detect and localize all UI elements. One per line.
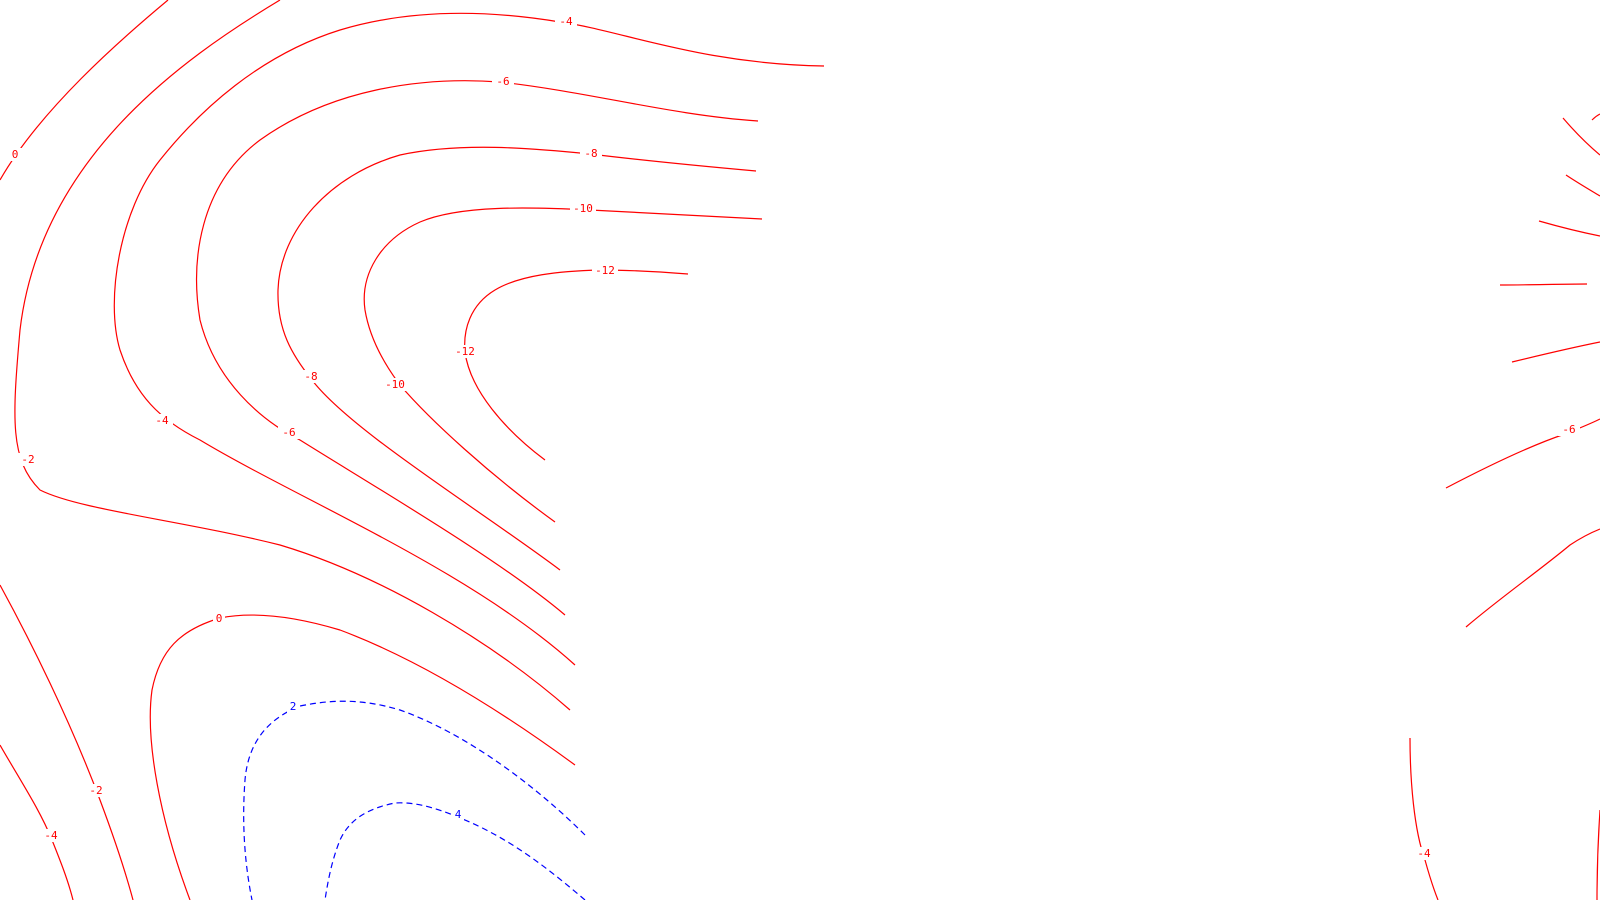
contour-label-2: 2 bbox=[290, 700, 297, 713]
contour-label-4: 4 bbox=[455, 808, 462, 821]
contour-line-minus6-top bbox=[196, 80, 759, 616]
contour-line-right-6 bbox=[1511, 341, 1600, 363]
contour-label-minus6: -6 bbox=[496, 75, 509, 88]
contour-label-minus8: -8 bbox=[584, 147, 597, 160]
contour-line-2 bbox=[243, 700, 586, 900]
contour-label-minus6: -6 bbox=[1562, 423, 1575, 436]
contour-label-minus4: -4 bbox=[1417, 847, 1431, 860]
contour-line-right-5 bbox=[1499, 283, 1588, 286]
contour-line-right-1 bbox=[1591, 113, 1600, 121]
contour-label-minus12: -12 bbox=[595, 264, 615, 277]
contour-line-minus10-top bbox=[363, 207, 763, 523]
contour-line-right-8 bbox=[1596, 809, 1600, 900]
contour-line-0-top bbox=[0, 0, 169, 181]
contour-label-minus4: -4 bbox=[155, 414, 169, 427]
contour-label-0: 0 bbox=[12, 148, 19, 161]
contour-label-0: 0 bbox=[216, 612, 223, 625]
contour-line-4 bbox=[324, 802, 586, 900]
contour-label-minus4: -4 bbox=[44, 829, 58, 842]
contour-label-minus10: -10 bbox=[385, 378, 405, 391]
contour-label-minus2: -2 bbox=[89, 784, 102, 797]
contour-line-right-2 bbox=[1562, 117, 1600, 156]
contour-line-minus2-lower bbox=[0, 584, 134, 900]
contour-line-right-4 bbox=[1538, 220, 1600, 237]
contour-label-minus8: -8 bbox=[304, 370, 317, 383]
contour-line-minus12-top bbox=[464, 269, 689, 461]
contour-line-right-minus4 bbox=[1409, 737, 1439, 900]
contour-line-right-7 bbox=[1465, 528, 1600, 628]
contour-line-0-lower bbox=[149, 614, 576, 900]
contour-label-minus12: -12 bbox=[455, 345, 475, 358]
contour-label-minus10: -10 bbox=[573, 202, 593, 215]
contour-label-minus6: -6 bbox=[282, 426, 295, 439]
contour-label-minus2: -2 bbox=[21, 453, 34, 466]
contour-label-minus4: -4 bbox=[559, 15, 573, 28]
contour-line-right-3 bbox=[1565, 174, 1600, 197]
contour-line-minus4-lower bbox=[0, 744, 74, 900]
contour-line-minus4-top bbox=[113, 12, 825, 666]
contour-line-minus2-top bbox=[14, 0, 571, 711]
contour-line-minus8-top bbox=[277, 146, 757, 571]
contour-line-right-minus6 bbox=[1445, 418, 1600, 489]
